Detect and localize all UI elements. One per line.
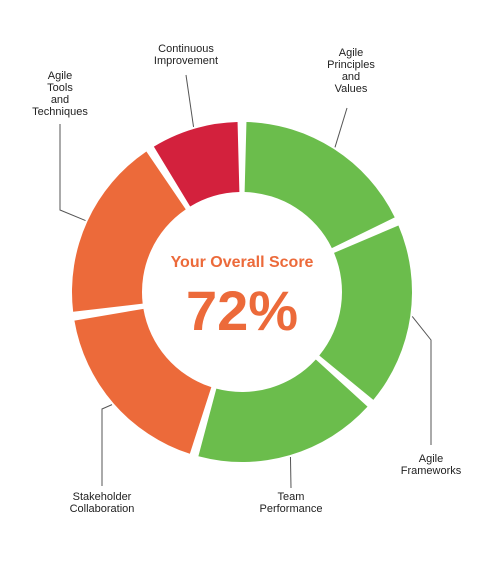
- donut-segment-stakeholder-collaboration: [74, 308, 212, 454]
- leader-line: [289, 457, 292, 489]
- segment-label-line: Continuous: [158, 43, 214, 55]
- segment-label-line: Stakeholder: [73, 491, 132, 503]
- segment-label: Team Performance: [260, 491, 323, 515]
- segment-label: Agile Frameworks: [401, 453, 462, 477]
- segment-label-line: Team: [278, 491, 305, 503]
- segment-label-line: Performance: [260, 503, 323, 515]
- leader-line: [334, 107, 348, 148]
- segment-label-line: Principles: [327, 59, 375, 71]
- leader-line: [59, 124, 86, 222]
- segment-label-line: Tools: [47, 82, 73, 94]
- segment-label-line: Agile: [48, 70, 72, 82]
- segment-label: Continuous Improvement: [154, 43, 218, 67]
- segment-label: Agile Principles and Values: [327, 47, 375, 95]
- donut-segment-agile-tools-and-techniques: [71, 151, 186, 312]
- segment-label: Agile Tools and Techniques: [32, 70, 88, 118]
- segments-layer: [71, 122, 412, 463]
- leader-line: [411, 316, 432, 445]
- donut-segment-team-performance: [198, 359, 368, 463]
- segment-label-line: and: [342, 71, 360, 83]
- segment-label-line: Frameworks: [401, 465, 462, 477]
- leader-line: [185, 74, 195, 128]
- segment-label-line: Values: [335, 83, 368, 95]
- center-score: 72%: [186, 279, 298, 342]
- segment-label-line: Improvement: [154, 55, 218, 67]
- segment-label-line: Agile: [419, 453, 443, 465]
- leader-line: [101, 404, 113, 486]
- segment-label: Stakeholder Collaboration: [70, 491, 135, 515]
- donut-segment-continuous-improvement: [153, 122, 240, 207]
- segment-label-line: Collaboration: [70, 503, 135, 515]
- segment-label-line: Agile: [339, 47, 363, 59]
- segment-label-line: and: [51, 94, 69, 106]
- donut-segment-agile-principles-and-values: [244, 122, 395, 249]
- segment-label-line: Techniques: [32, 106, 88, 118]
- center-title: Your Overall Score: [171, 254, 314, 271]
- leaders-layer: [59, 74, 432, 489]
- donut-segment-agile-frameworks: [319, 225, 412, 400]
